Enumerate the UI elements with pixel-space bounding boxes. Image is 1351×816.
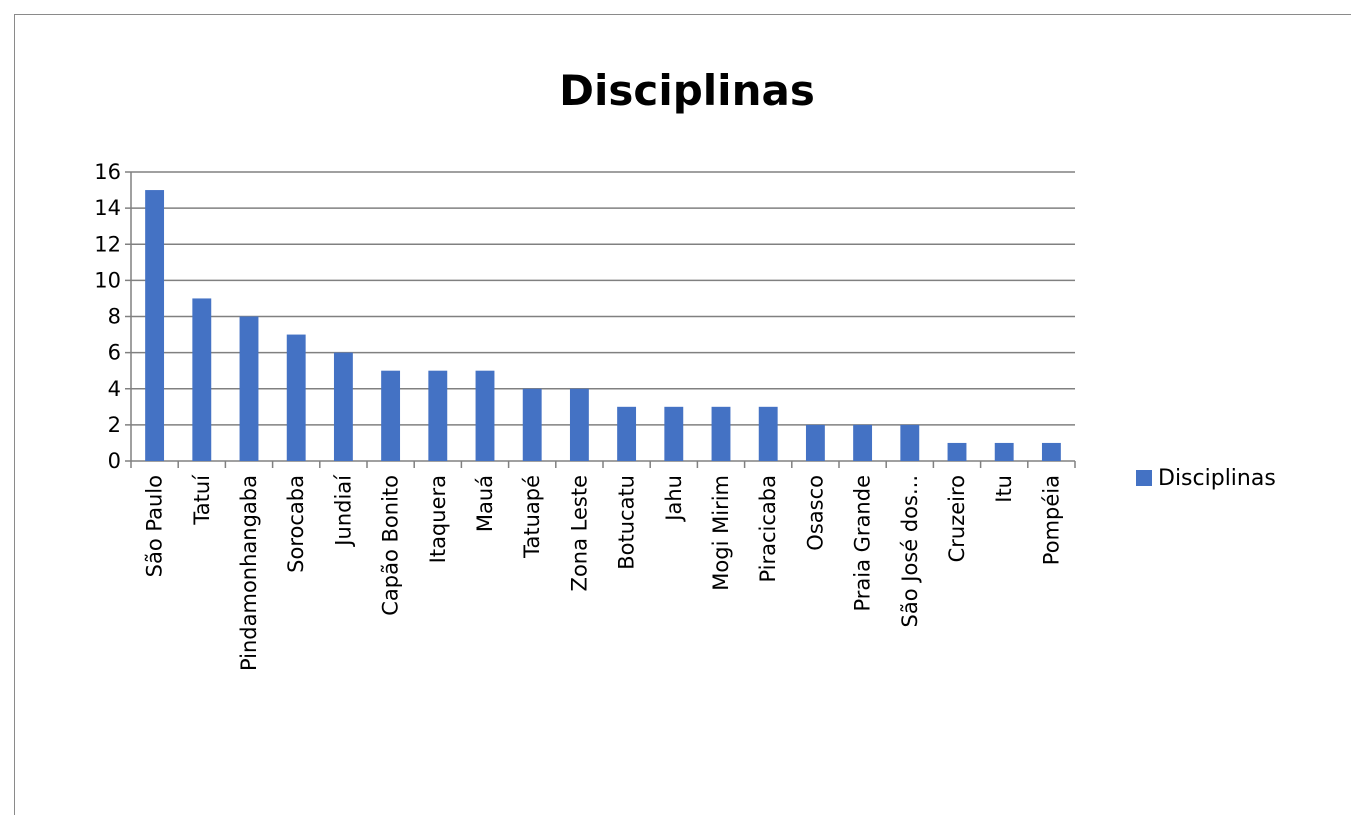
legend-entry-disciplinas: Disciplinas bbox=[1158, 466, 1276, 491]
x-tick-label: Pompéia bbox=[1039, 475, 1063, 565]
bar[interactable] bbox=[664, 406, 684, 461]
y-tick-label: 8 bbox=[108, 305, 121, 329]
x-tick-label: Itaquera bbox=[426, 475, 450, 563]
y-tick-labels: 0 2 4 6 8 10 12 14 16 bbox=[94, 160, 121, 473]
x-tick-label: São Paulo bbox=[143, 475, 167, 577]
y-tick-label: 10 bbox=[94, 268, 121, 292]
bar[interactable] bbox=[192, 298, 212, 461]
y-tick-label: 6 bbox=[108, 341, 121, 365]
bar[interactable] bbox=[1041, 442, 1061, 461]
bars bbox=[145, 190, 1061, 461]
bar[interactable] bbox=[333, 352, 353, 461]
x-tick-labels: São Paulo Tatuí Pindamonhangaba Sorocaba Jun… bbox=[143, 474, 1064, 671]
x-tick-label: Cruzeiro bbox=[945, 475, 969, 562]
x-tick-label: Pindamonhangaba bbox=[237, 475, 261, 671]
bar[interactable] bbox=[617, 406, 637, 461]
bar[interactable] bbox=[381, 370, 401, 461]
chart-title: Disciplinas bbox=[559, 66, 815, 115]
bar[interactable] bbox=[286, 334, 306, 461]
x-tick-label: São José dos... bbox=[898, 475, 922, 627]
y-tick-label: 14 bbox=[94, 196, 121, 220]
bar[interactable] bbox=[805, 424, 825, 461]
x-tick-label: Sorocaba bbox=[284, 475, 308, 573]
y-tick-label: 16 bbox=[94, 160, 121, 184]
bar[interactable] bbox=[711, 406, 731, 461]
bar[interactable] bbox=[428, 370, 448, 461]
legend: Disciplinas bbox=[1136, 466, 1276, 491]
x-tick-label: Mogi Mirim bbox=[709, 475, 733, 591]
x-tick-label: Tatuapé bbox=[520, 475, 544, 559]
chart-svg: Disciplinas 0 2 4 6 8 10 12 14 16 São Paulo Tatuí… bbox=[94, 66, 1276, 671]
x-tick-label: Piracicaba bbox=[756, 475, 780, 583]
bar[interactable] bbox=[994, 442, 1014, 461]
x-tick-label: Osasco bbox=[803, 475, 827, 551]
x-tick-label: Zona Leste bbox=[567, 475, 591, 591]
y-tick-label: 2 bbox=[108, 413, 121, 437]
bar[interactable] bbox=[853, 424, 873, 461]
x-tick-label: Mauá bbox=[473, 475, 497, 532]
bar[interactable] bbox=[758, 406, 778, 461]
bar[interactable] bbox=[522, 388, 542, 461]
y-tick-label: 12 bbox=[94, 232, 121, 256]
x-tick-label: Jundiaí bbox=[331, 474, 355, 548]
y-tick-label: 4 bbox=[108, 377, 121, 401]
gridlines bbox=[131, 171, 1075, 426]
x-tick-label: Praia Grande bbox=[851, 475, 875, 612]
y-tick-label: 0 bbox=[108, 449, 121, 473]
bar[interactable] bbox=[947, 442, 967, 461]
bar[interactable] bbox=[900, 424, 920, 461]
bar[interactable] bbox=[239, 316, 259, 462]
bar[interactable] bbox=[475, 370, 495, 461]
chart-area[interactable]: Disciplinas 0 2 4 6 8 10 12 14 16 São Paulo Tatuí… bbox=[14, 14, 1351, 815]
x-tick-label: Itu bbox=[992, 475, 1016, 503]
axes bbox=[125, 171, 1076, 468]
legend-swatch bbox=[1136, 470, 1152, 486]
x-tick-label: Botucatu bbox=[615, 475, 639, 570]
bar[interactable] bbox=[569, 388, 589, 461]
x-tick-label: Capão Bonito bbox=[379, 475, 403, 616]
x-tick-label: Jahu bbox=[662, 475, 686, 523]
bar[interactable] bbox=[145, 190, 165, 461]
x-tick-label: Tatuí bbox=[190, 474, 214, 526]
